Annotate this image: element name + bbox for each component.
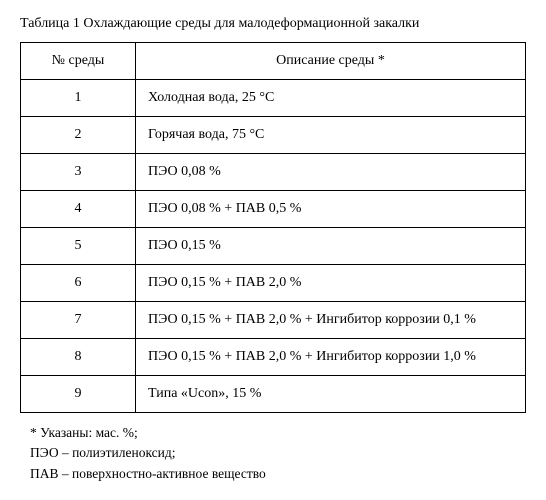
table-row: 7 ПЭО 0,15 % + ПАВ 2,0 % + Ингибитор кор… — [21, 302, 526, 339]
table-row: 4 ПЭО 0,08 % + ПАВ 0,5 % — [21, 191, 526, 228]
table-row: 6 ПЭО 0,15 % + ПАВ 2,0 % — [21, 265, 526, 302]
table-body: 1 Холодная вода, 25 °C 2 Горячая вода, 7… — [21, 80, 526, 413]
cell-desc: ПЭО 0,15 % + ПАВ 2,0 % + Ингибитор корро… — [136, 302, 526, 339]
table-header-row: № среды Описание среды * — [21, 43, 526, 80]
footnote-line: * Указаны: мас. %; — [30, 423, 526, 443]
cell-num: 7 — [21, 302, 136, 339]
table-caption: Таблица 1 Охлаждающие среды для малодефо… — [20, 16, 526, 32]
cell-desc: ПЭО 0,08 % + ПАВ 0,5 % — [136, 191, 526, 228]
table-row: 1 Холодная вода, 25 °C — [21, 80, 526, 117]
table-row: 9 Типа «Ucon», 15 % — [21, 376, 526, 413]
cell-num: 1 — [21, 80, 136, 117]
cell-desc: ПЭО 0,15 % + ПАВ 2,0 % + Ингибитор корро… — [136, 339, 526, 376]
footnote-line: ПЭО – полиэтиленоксид; — [30, 443, 526, 463]
cell-num: 5 — [21, 228, 136, 265]
cell-desc: Типа «Ucon», 15 % — [136, 376, 526, 413]
cell-num: 8 — [21, 339, 136, 376]
cell-num: 2 — [21, 117, 136, 154]
table-row: 3 ПЭО 0,08 % — [21, 154, 526, 191]
table-row: 8 ПЭО 0,15 % + ПАВ 2,0 % + Ингибитор кор… — [21, 339, 526, 376]
cell-num: 3 — [21, 154, 136, 191]
cooling-media-table: № среды Описание среды * 1 Холодная вода… — [20, 42, 526, 413]
header-desc: Описание среды * — [136, 43, 526, 80]
table-row: 2 Горячая вода, 75 °C — [21, 117, 526, 154]
footnote-line: ПАВ – поверхностно-активное вещество — [30, 464, 526, 484]
header-num: № среды — [21, 43, 136, 80]
cell-desc: ПЭО 0,15 % + ПАВ 2,0 % — [136, 265, 526, 302]
cell-num: 6 — [21, 265, 136, 302]
cell-desc: Горячая вода, 75 °C — [136, 117, 526, 154]
footnotes: * Указаны: мас. %; ПЭО – полиэтиленоксид… — [20, 423, 526, 484]
cell-desc: ПЭО 0,08 % — [136, 154, 526, 191]
cell-desc: ПЭО 0,15 % — [136, 228, 526, 265]
cell-desc: Холодная вода, 25 °C — [136, 80, 526, 117]
cell-num: 9 — [21, 376, 136, 413]
cell-num: 4 — [21, 191, 136, 228]
table-row: 5 ПЭО 0,15 % — [21, 228, 526, 265]
